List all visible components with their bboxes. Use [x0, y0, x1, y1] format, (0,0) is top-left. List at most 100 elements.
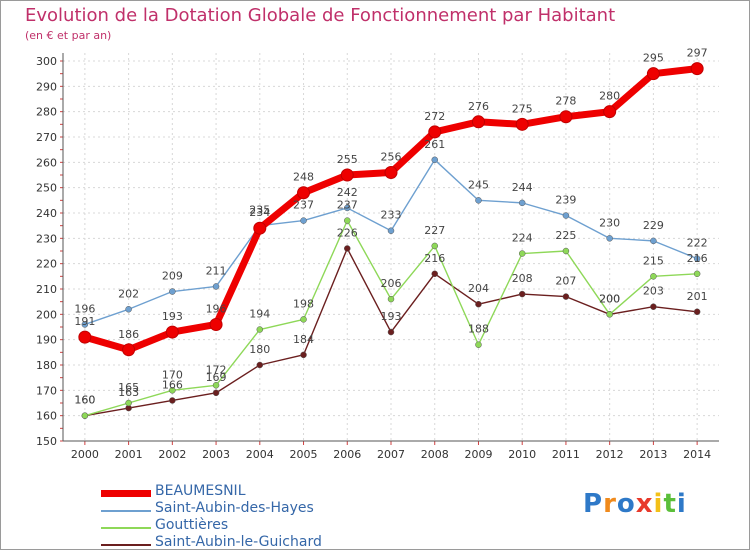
data-label-goutti-res: 172	[206, 363, 227, 376]
data-label-goutti-res: 200	[599, 292, 620, 305]
x-tick-label: 2002	[158, 448, 186, 461]
data-point-saint-aubin-le-guichard	[212, 389, 220, 397]
data-point-beaumesnil	[122, 343, 136, 357]
y-tick-label: 290	[36, 80, 57, 93]
data-label-goutti-res: 216	[687, 252, 708, 265]
data-label-saint-aubin-des-hayes: 233	[381, 209, 402, 222]
data-point-goutti-res	[256, 326, 264, 333]
y-tick-label: 160	[36, 410, 57, 423]
data-point-saint-aubin-le-guichard	[256, 361, 264, 369]
y-tick-label: 200	[36, 308, 57, 321]
data-point-goutti-res	[475, 341, 482, 348]
data-label-saint-aubin-des-hayes: 261	[424, 138, 445, 151]
y-tick-label: 190	[36, 334, 57, 347]
data-label-goutti-res: 225	[555, 229, 576, 242]
data-point-goutti-res	[562, 247, 570, 255]
data-label-goutti-res: 227	[424, 224, 445, 237]
y-tick-label: 210	[36, 283, 57, 296]
y-tick-label: 170	[36, 384, 57, 397]
data-label-saint-aubin-le-guichard: 208	[512, 272, 533, 285]
data-label-saint-aubin-le-guichard: 226	[337, 226, 358, 239]
data-label-saint-aubin-le-guichard: 169	[206, 371, 227, 384]
data-point-saint-aubin-des-hayes	[518, 199, 526, 207]
legend-swatch	[101, 490, 151, 497]
data-point-saint-aubin-le-guichard	[693, 308, 701, 316]
data-label-saint-aubin-des-hayes: 196	[74, 302, 95, 315]
data-label-beaumesnil: 272	[424, 110, 445, 123]
data-label-beaumesnil: 255	[337, 153, 358, 166]
data-label-saint-aubin-le-guichard: 193	[381, 310, 402, 323]
data-point-saint-aubin-des-hayes	[169, 288, 176, 295]
data-label-saint-aubin-des-hayes: 237	[293, 199, 314, 212]
x-tick-label: 2005	[290, 448, 318, 461]
data-label-saint-aubin-des-hayes: 235	[249, 204, 270, 217]
data-label-beaumesnil: 191	[74, 315, 95, 328]
data-point-goutti-res	[300, 316, 307, 323]
legend-label: Saint-Aubin-des-Hayes	[155, 500, 314, 516]
data-label-beaumesnil: 248	[293, 171, 314, 184]
data-point-goutti-res	[431, 242, 438, 250]
data-point-saint-aubin-des-hayes	[562, 212, 570, 219]
data-label-saint-aubin-des-hayes: 230	[599, 216, 620, 229]
data-label-saint-aubin-le-guichard: 166	[162, 378, 183, 391]
legend-swatch	[101, 510, 151, 512]
data-point-goutti-res	[212, 382, 220, 389]
data-point-goutti-res	[693, 270, 701, 278]
data-label-saint-aubin-le-guichard: 180	[249, 343, 270, 356]
proxiti-logo: Proxiti	[583, 489, 687, 519]
data-point-goutti-res	[650, 273, 657, 280]
data-label-beaumesnil: 186	[118, 328, 139, 341]
x-tick-label: 2001	[115, 448, 143, 461]
data-label-saint-aubin-des-hayes: 242	[337, 186, 358, 199]
data-label-saint-aubin-des-hayes: 229	[643, 219, 664, 232]
data-point-saint-aubin-des-hayes	[606, 235, 613, 242]
x-tick-label: 2011	[552, 448, 580, 461]
x-tick-label: 2012	[596, 448, 624, 461]
data-label-saint-aubin-le-guichard: 201	[687, 290, 708, 303]
data-point-beaumesnil	[165, 325, 179, 339]
data-label-beaumesnil: 295	[643, 52, 664, 65]
data-point-saint-aubin-le-guichard	[431, 270, 438, 278]
data-point-goutti-res	[81, 412, 89, 419]
y-tick-label: 240	[36, 207, 57, 220]
data-label-saint-aubin-des-hayes: 244	[512, 181, 533, 194]
y-tick-label: 220	[36, 258, 57, 271]
legend-swatch	[101, 527, 151, 529]
data-point-saint-aubin-le-guichard	[562, 293, 570, 300]
y-tick-label: 150	[36, 435, 57, 448]
data-label-beaumesnil: 275	[512, 102, 533, 115]
data-label-goutti-res: 165	[118, 381, 139, 394]
y-tick-label: 230	[36, 232, 57, 245]
data-label-saint-aubin-le-guichard: 163	[118, 386, 139, 399]
data-point-goutti-res	[387, 295, 395, 303]
x-tick-label: 2004	[246, 448, 274, 461]
data-point-saint-aubin-le-guichard	[475, 300, 482, 308]
data-label-saint-aubin-des-hayes: 209	[162, 270, 183, 283]
data-point-goutti-res	[169, 387, 176, 394]
data-point-goutti-res	[606, 311, 613, 318]
data-point-beaumesnil	[253, 221, 267, 235]
data-label-goutti-res: 194	[249, 308, 270, 321]
y-tick-label: 270	[36, 131, 57, 144]
data-label-beaumesnil: 193	[162, 310, 183, 323]
y-tick-label: 280	[36, 106, 57, 119]
data-point-beaumesnil	[690, 62, 704, 76]
data-label-goutti-res: 170	[162, 368, 183, 381]
data-point-saint-aubin-le-guichard	[650, 303, 657, 310]
x-tick-label: 2014	[683, 448, 711, 461]
data-label-beaumesnil: 256	[381, 150, 402, 163]
data-label-beaumesnil: 196	[206, 302, 227, 315]
data-point-saint-aubin-des-hayes	[693, 255, 701, 262]
data-point-beaumesnil	[78, 330, 92, 344]
data-point-saint-aubin-le-guichard	[344, 245, 351, 252]
x-tick-label: 2007	[377, 448, 405, 461]
data-point-beaumesnil	[471, 115, 485, 129]
data-point-beaumesnil	[209, 317, 223, 331]
x-tick-label: 2000	[71, 448, 99, 461]
x-tick-label: 2008	[421, 448, 449, 461]
data-label-saint-aubin-des-hayes: 222	[687, 237, 708, 250]
data-label-saint-aubin-le-guichard: 204	[468, 282, 489, 295]
data-point-beaumesnil	[559, 110, 573, 124]
